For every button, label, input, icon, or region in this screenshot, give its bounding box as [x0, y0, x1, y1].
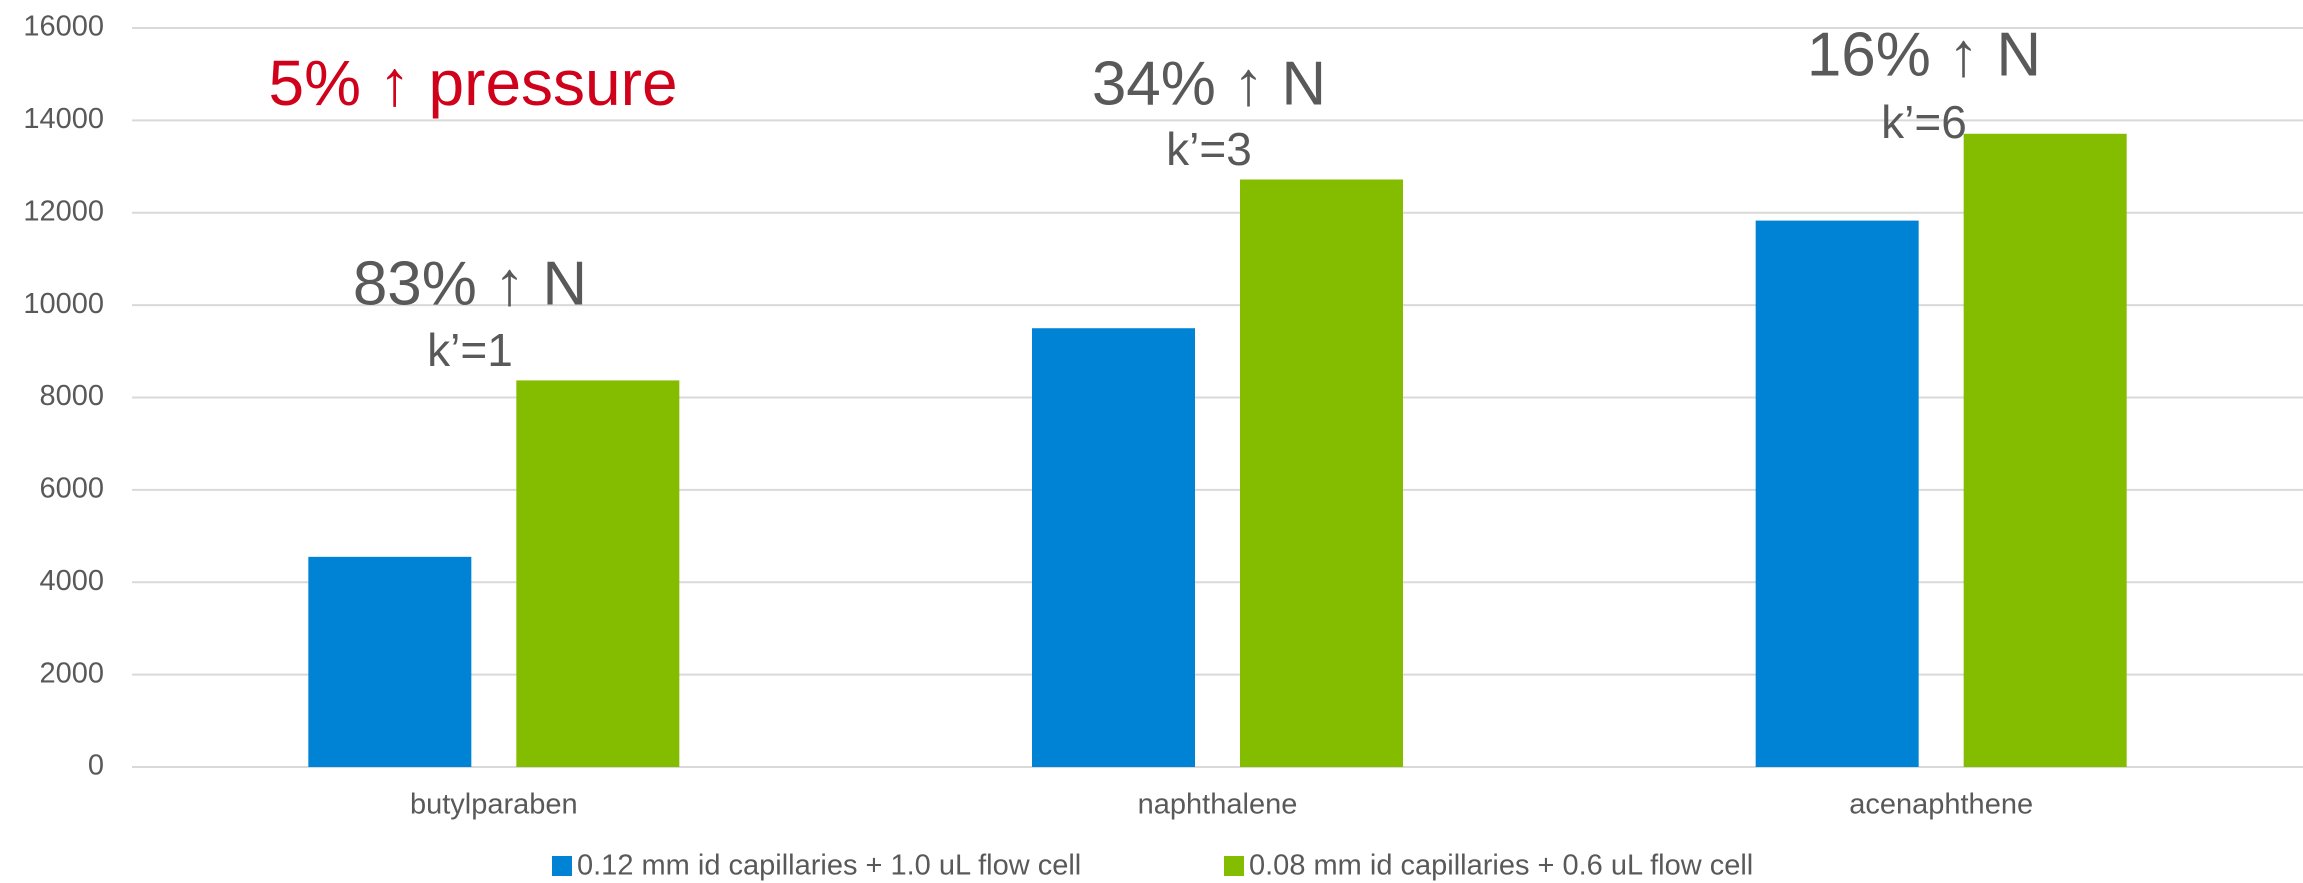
bar — [1755, 220, 1919, 767]
y-tick-label: 14000 — [23, 103, 104, 135]
y-tick-label: 12000 — [23, 195, 104, 227]
annotation: k’=1 — [427, 324, 513, 376]
annotation: k’=3 — [1166, 123, 1252, 175]
y-tick-label: 4000 — [39, 565, 104, 597]
bar — [516, 380, 680, 767]
y-tick-label: 6000 — [39, 473, 104, 505]
x-tick-label: naphthalene — [1138, 789, 1298, 821]
bar — [1240, 179, 1403, 767]
x-tick-label: acenaphthene — [1849, 789, 2033, 821]
annotation: 16% ↑ N — [1807, 20, 2041, 89]
y-tick-label: 8000 — [39, 380, 104, 412]
annotation: 5% ↑ pressure — [268, 47, 677, 119]
legend-swatch — [1224, 856, 1244, 876]
legend-label: 0.12 mm id capillaries + 1.0 uL flow cel… — [577, 850, 1081, 882]
y-tick-label: 10000 — [23, 288, 104, 320]
legend-swatch — [552, 856, 572, 876]
bar — [308, 556, 472, 767]
y-tick-label: 0 — [88, 750, 104, 782]
bar — [1032, 328, 1195, 767]
x-tick-label: butylparaben — [410, 789, 578, 821]
annotation: k’=6 — [1881, 96, 1967, 148]
annotation: 34% ↑ N — [1092, 49, 1326, 118]
y-tick-label: 16000 — [23, 11, 104, 43]
legend-label: 0.08 mm id capillaries + 0.6 uL flow cel… — [1249, 850, 1753, 882]
annotation: 83% ↑ N — [353, 249, 587, 318]
y-tick-label: 2000 — [39, 657, 104, 689]
bar — [1963, 133, 2127, 767]
